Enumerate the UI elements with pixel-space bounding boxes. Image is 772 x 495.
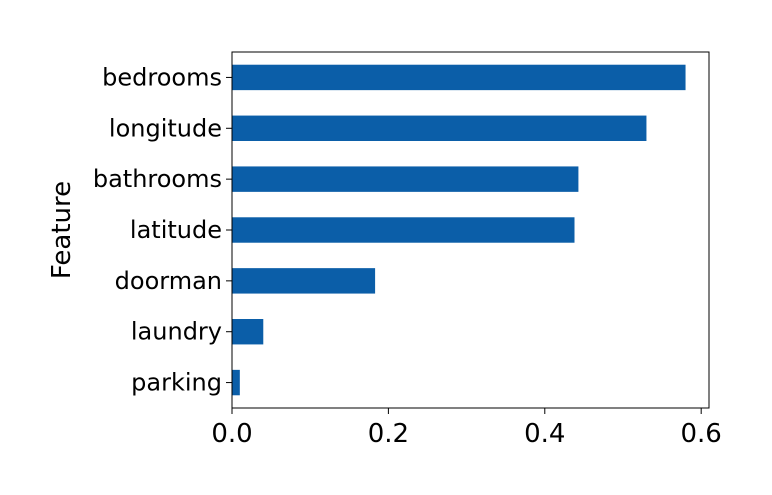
bars-layer [232,64,686,396]
bar-longitude [232,115,647,141]
y-tick-label-parking: parking [131,369,222,397]
y-tick-label-bedrooms: bedrooms [102,63,222,91]
bar-bedrooms [232,64,686,91]
bar-bathrooms [232,166,579,192]
x-tick-label-3: 0.6 [681,419,722,449]
bar-parking [232,369,240,396]
x-tick-label-0: 0.0 [211,419,252,449]
x-tick-layer: 0.0 0.2 0.4 0.6 [211,408,722,449]
y-axis-label: Feature [47,181,77,279]
bar-laundry [232,319,264,345]
y-tick-label-laundry: laundry [131,318,222,346]
bar-doorman [232,268,376,294]
y-tick-layer: bedrooms longitude bathrooms latitude doorma… [93,63,232,397]
y-tick-label-latitude: latitude [130,216,222,244]
x-tick-label-1: 0.2 [368,419,409,449]
bar-latitude [232,217,575,243]
y-tick-label-longitude: longitude [109,114,222,142]
x-tick-label-2: 0.4 [524,419,565,449]
y-tick-label-bathrooms: bathrooms [93,165,222,193]
y-tick-label-doorman: doorman [115,267,222,295]
